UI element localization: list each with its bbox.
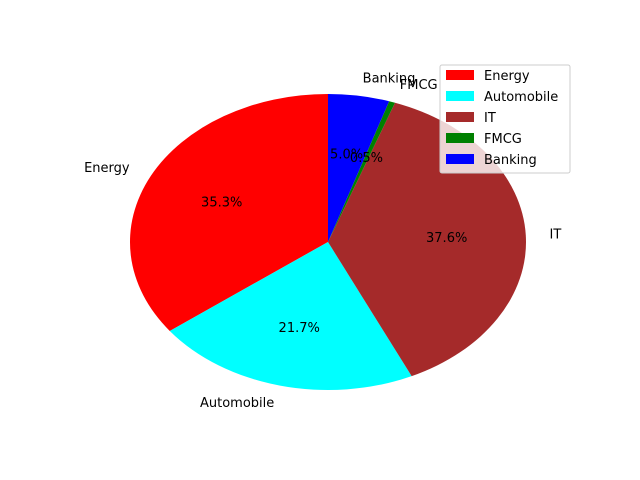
- legend-swatch-banking: [446, 154, 474, 164]
- slice-automobile: [169, 242, 412, 391]
- legend-swatch-automobile: [446, 91, 474, 101]
- category-label-banking: Banking: [363, 71, 416, 86]
- category-label-it: IT: [550, 227, 562, 242]
- pie-labels: Energy 35.3% Automobile 21.7% IT 37.6% FMCG 0.5…: [84, 71, 561, 411]
- pct-label-automobile: 21.7%: [279, 321, 320, 336]
- legend-label-banking: Banking: [484, 153, 537, 168]
- legend-label-it: IT: [484, 111, 496, 126]
- pct-label-fmcg: 0.5%: [350, 151, 383, 166]
- pct-label-energy: 35.3%: [201, 195, 242, 210]
- legend-label-energy: Energy: [484, 69, 530, 84]
- category-label-fmcg: FMCG: [400, 78, 438, 93]
- legend-swatch-it: [446, 112, 474, 122]
- legend-swatch-fmcg: [446, 133, 474, 143]
- legend-swatch-energy: [446, 70, 474, 80]
- legend-label-automobile: Automobile: [484, 90, 558, 105]
- pct-label-banking: 5.0%: [330, 147, 363, 162]
- slice-banking: [328, 94, 390, 242]
- legend: Energy Automobile IT FMCG Banking: [439, 64, 571, 174]
- category-label-energy: Energy: [84, 161, 130, 176]
- legend-label-fmcg: FMCG: [484, 132, 522, 147]
- category-label-automobile: Automobile: [200, 396, 274, 411]
- pct-label-it: 37.6%: [426, 231, 467, 246]
- slice-fmcg: [328, 101, 396, 243]
- slice-energy: [129, 94, 328, 331]
